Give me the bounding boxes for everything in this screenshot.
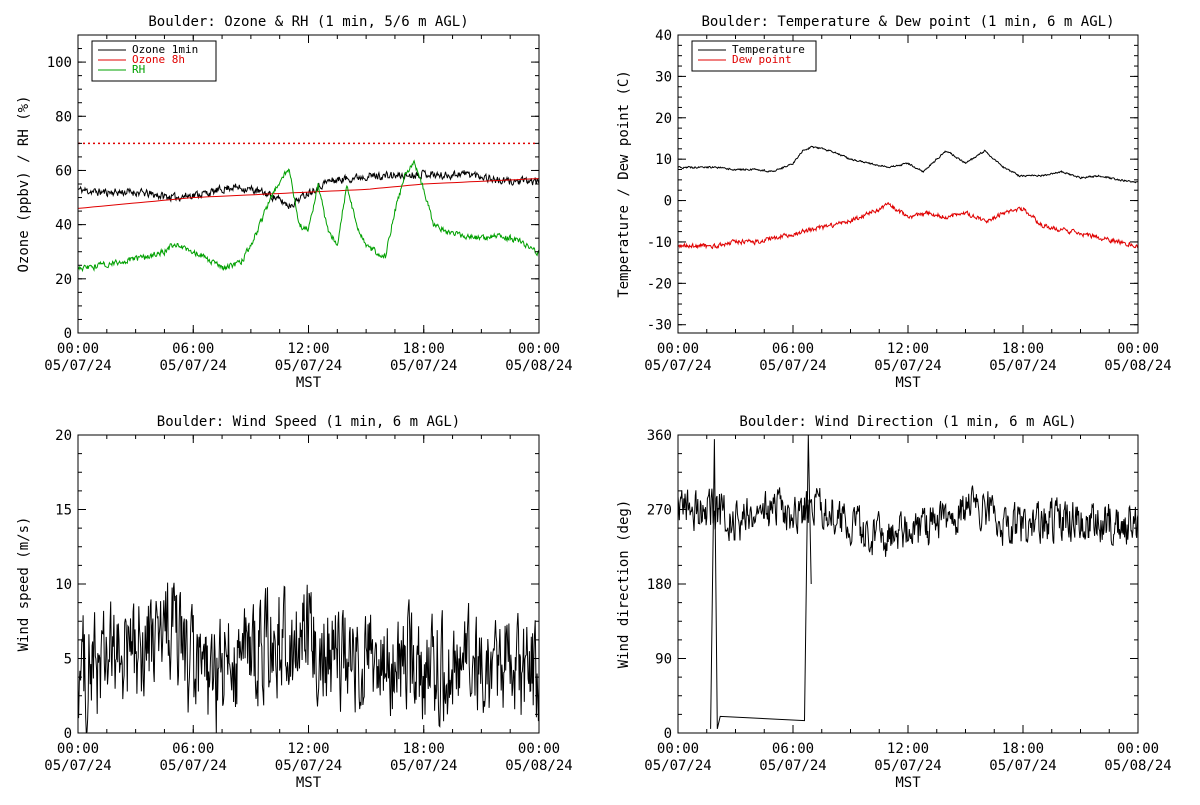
x-tick-date: 05/08/24 [505, 358, 572, 374]
chart-title: Boulder: Wind Speed (1 min, 6 m AGL) [157, 414, 460, 430]
y-tick-label: 0 [664, 726, 672, 742]
y-tick-label: 0 [664, 194, 672, 210]
y-tick-label: 270 [647, 503, 672, 519]
series-line-1 [678, 485, 1138, 557]
x-tick-date: 05/07/24 [759, 358, 826, 374]
x-tick-date: 05/08/24 [1104, 758, 1171, 774]
x-tick-date: 05/07/24 [44, 358, 111, 374]
x-tick-time: 06:00 [172, 741, 214, 757]
ozone-rh-panel: Boulder: Ozone & RH (1 min, 5/6 m AGL) O… [16, 14, 573, 391]
y-axis-label: Ozone (ppbv) / RH (%) [16, 95, 32, 272]
y-tick-label: 0 [64, 726, 72, 742]
y-tick-label: 20 [655, 111, 672, 127]
x-tick-date: 05/07/24 [390, 358, 457, 374]
legend-label: RH [132, 63, 145, 76]
x-tick-time: 12:00 [887, 741, 929, 757]
chart-title: Boulder: Temperature & Dew point (1 min,… [701, 14, 1114, 30]
y-tick-label: 180 [647, 577, 672, 593]
x-tick-date: 05/07/24 [874, 758, 941, 774]
wind-direction-panel: Boulder: Wind Direction (1 min, 6 m AGL)… [616, 414, 1172, 791]
x-tick-time: 12:00 [887, 341, 929, 357]
x-tick-date: 05/07/24 [44, 758, 111, 774]
x-tick-time: 00:00 [657, 341, 699, 357]
x-axis-label: MST [296, 375, 322, 391]
y-tick-label: 100 [47, 55, 72, 71]
y-tick-label: 10 [655, 152, 672, 168]
legend-label: Temperature [732, 43, 805, 56]
x-tick-time: 06:00 [772, 741, 814, 757]
x-tick-time: 18:00 [403, 741, 445, 757]
legend-box [91, 40, 217, 82]
x-tick-date: 05/07/24 [160, 358, 227, 374]
series-line-1 [78, 169, 539, 209]
y-tick-label: 10 [55, 577, 72, 593]
y-axis-label: Temperature / Dew point (C) [616, 70, 632, 298]
y-tick-label: 15 [55, 503, 72, 519]
direction-spikes [710, 435, 812, 730]
x-tick-date: 05/08/24 [1104, 358, 1171, 374]
x-tick-date: 05/07/24 [644, 358, 711, 374]
y-tick-label: 40 [55, 218, 72, 234]
x-tick-time: 00:00 [657, 741, 699, 757]
x-tick-date: 05/07/24 [275, 758, 342, 774]
series-line-3 [78, 159, 539, 273]
x-tick-time: 00:00 [1117, 341, 1159, 357]
y-tick-label: 5 [64, 652, 72, 668]
legend-label: Dew point [732, 53, 792, 66]
x-tick-time: 18:00 [1002, 341, 1044, 357]
y-axis-label: Wind direction (deg) [616, 500, 632, 669]
x-tick-date: 05/07/24 [644, 758, 711, 774]
wind-speed-panel: Boulder: Wind Speed (1 min, 6 m AGL) Win… [16, 414, 573, 791]
y-axis-label: Wind speed (m/s) [16, 517, 32, 652]
x-axis-label: MST [895, 375, 921, 391]
y-tick-label: 30 [655, 69, 672, 85]
chart-title: Boulder: Ozone & RH (1 min, 5/6 m AGL) [148, 14, 468, 30]
x-tick-date: 05/07/24 [390, 758, 457, 774]
legend-box [691, 40, 817, 72]
x-tick-time: 00:00 [57, 741, 99, 757]
plot-frame [677, 34, 1139, 334]
x-tick-time: 18:00 [1002, 741, 1044, 757]
x-tick-time: 00:00 [1117, 741, 1159, 757]
x-tick-time: 18:00 [403, 341, 445, 357]
x-tick-time: 00:00 [518, 341, 560, 357]
y-tick-label: 90 [655, 652, 672, 668]
x-tick-time: 06:00 [772, 341, 814, 357]
x-tick-time: 12:00 [287, 741, 329, 757]
series-line-2 [678, 201, 1138, 250]
y-tick-label: 20 [55, 428, 72, 444]
x-tick-date: 05/07/24 [989, 758, 1056, 774]
y-tick-label: -20 [647, 276, 672, 292]
x-axis-label: MST [895, 775, 921, 791]
x-axis-label: MST [296, 775, 322, 791]
x-tick-date: 05/07/24 [874, 358, 941, 374]
chart-title: Boulder: Wind Direction (1 min, 6 m AGL) [739, 414, 1076, 430]
x-tick-date: 05/07/24 [160, 758, 227, 774]
y-tick-label: 60 [55, 163, 72, 179]
x-tick-time: 00:00 [518, 741, 560, 757]
x-tick-date: 05/07/24 [275, 358, 342, 374]
x-tick-date: 05/07/24 [759, 758, 826, 774]
plot-frame [677, 434, 1139, 734]
series-line-1 [678, 145, 1138, 184]
x-tick-time: 00:00 [57, 341, 99, 357]
y-tick-label: 40 [655, 28, 672, 44]
x-tick-date: 05/08/24 [505, 758, 572, 774]
y-tick-label: -30 [647, 318, 672, 334]
y-tick-label: 80 [55, 109, 72, 125]
y-tick-label: 20 [55, 272, 72, 288]
x-tick-time: 12:00 [287, 341, 329, 357]
x-tick-date: 05/07/24 [989, 358, 1056, 374]
x-tick-time: 06:00 [172, 341, 214, 357]
legend-label: Ozone 8h [132, 53, 185, 66]
legend-label: Ozone 1min [132, 43, 198, 56]
y-tick-label: -10 [647, 235, 672, 251]
y-tick-label: 360 [647, 428, 672, 444]
series-line-2 [78, 178, 539, 209]
temperature-dewpoint-panel: Boulder: Temperature & Dew point (1 min,… [616, 14, 1172, 391]
series-line-1 [78, 582, 539, 733]
y-tick-label: 0 [64, 326, 72, 342]
